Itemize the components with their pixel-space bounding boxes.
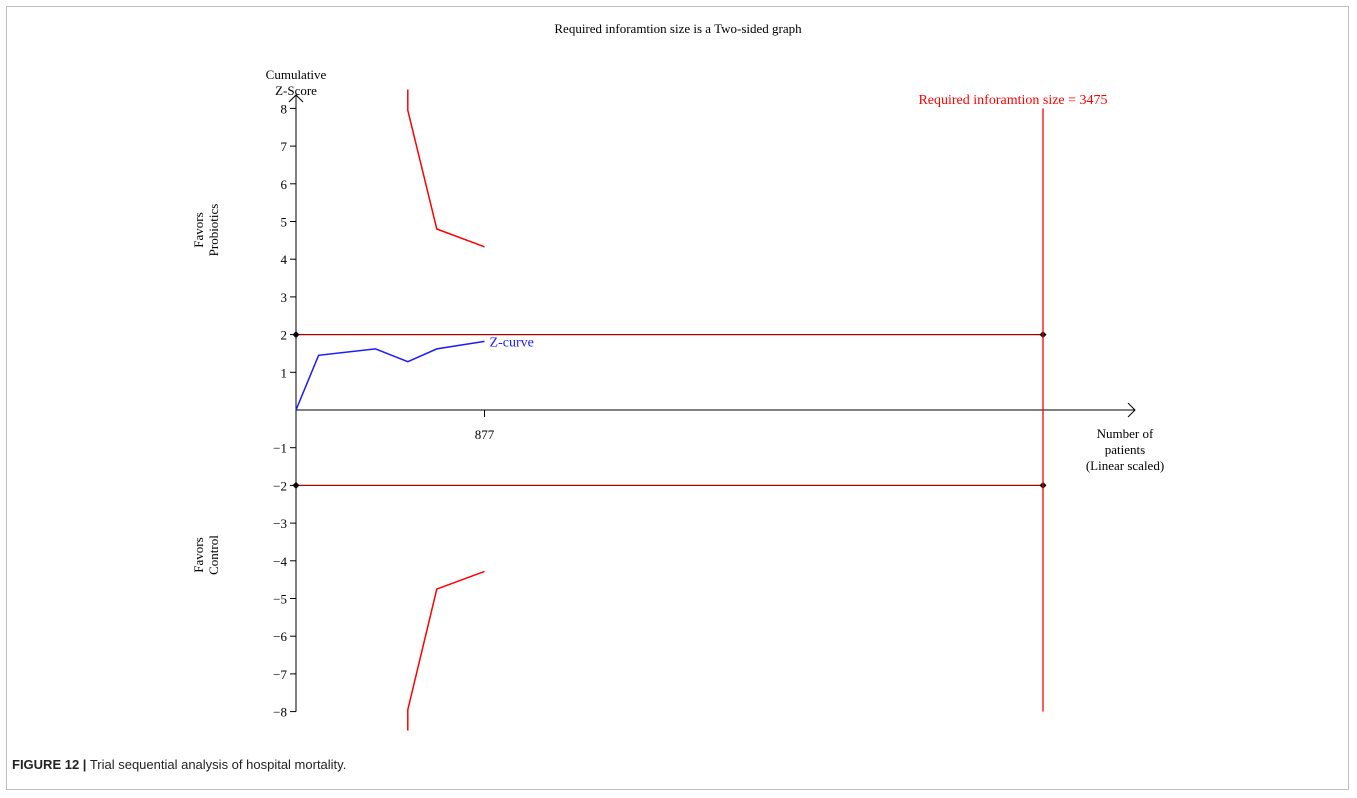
y-tick-label: −7 bbox=[273, 667, 287, 682]
y-tick-label: 2 bbox=[281, 328, 288, 343]
y-tick-label: 6 bbox=[281, 177, 288, 192]
chart-title: Required inforamtion size is a Two-sided… bbox=[554, 21, 802, 36]
y-tick-label: 4 bbox=[281, 252, 288, 267]
y-axis-arrow bbox=[288, 94, 304, 103]
y-axis-label-line1: Cumulative bbox=[266, 67, 327, 82]
y-tick-label: −3 bbox=[273, 516, 287, 531]
figure-caption: FIGURE 12 | Trial sequential analysis of… bbox=[12, 757, 346, 772]
y-tick-label: −1 bbox=[273, 441, 287, 456]
favors-control-label-line2: Control bbox=[206, 535, 221, 575]
ris-label: Required inforamtion size = 3475 bbox=[918, 93, 1107, 108]
lower-monitoring-boundary-line bbox=[407, 570, 485, 731]
y-axis-label-line2: Z-Score bbox=[275, 83, 317, 98]
y-tick-label: 8 bbox=[281, 101, 288, 116]
y-tick-label: −5 bbox=[273, 592, 287, 607]
x-axis-label-line1: Number of bbox=[1097, 426, 1154, 441]
y-tick-label: 3 bbox=[281, 290, 288, 305]
caption-label: FIGURE 12 | bbox=[12, 757, 87, 772]
x-axis-label-line3: (Linear scaled) bbox=[1086, 458, 1164, 473]
boundary-marker bbox=[292, 481, 300, 489]
z-curve-label: Z-curve bbox=[490, 335, 534, 350]
x-axis-label-line2: patients bbox=[1105, 442, 1145, 457]
y-tick-label: 1 bbox=[281, 365, 288, 380]
y-tick-label: −8 bbox=[273, 705, 287, 720]
y-tick-label: −4 bbox=[273, 554, 287, 569]
caption-text: Trial sequential analysis of hospital mo… bbox=[86, 757, 347, 772]
x-axis-arrow bbox=[1127, 402, 1136, 418]
favors-probiotics-label-line2: Probiotics bbox=[206, 204, 221, 257]
favors-control-label-line1: Favors bbox=[191, 537, 206, 572]
y-tick-label: −2 bbox=[273, 478, 287, 493]
favors-probiotics-label-line1: Favors bbox=[191, 212, 206, 247]
upper-monitoring-boundary-line bbox=[407, 89, 485, 248]
boundary-marker bbox=[292, 331, 300, 339]
y-tick-label: 5 bbox=[281, 215, 288, 230]
y-tick-label: 7 bbox=[281, 139, 288, 154]
z-curve-line bbox=[295, 340, 485, 411]
y-tick-label: −6 bbox=[273, 629, 287, 644]
figure-frame bbox=[6, 6, 1349, 790]
x-tick-label: 877 bbox=[475, 427, 495, 442]
